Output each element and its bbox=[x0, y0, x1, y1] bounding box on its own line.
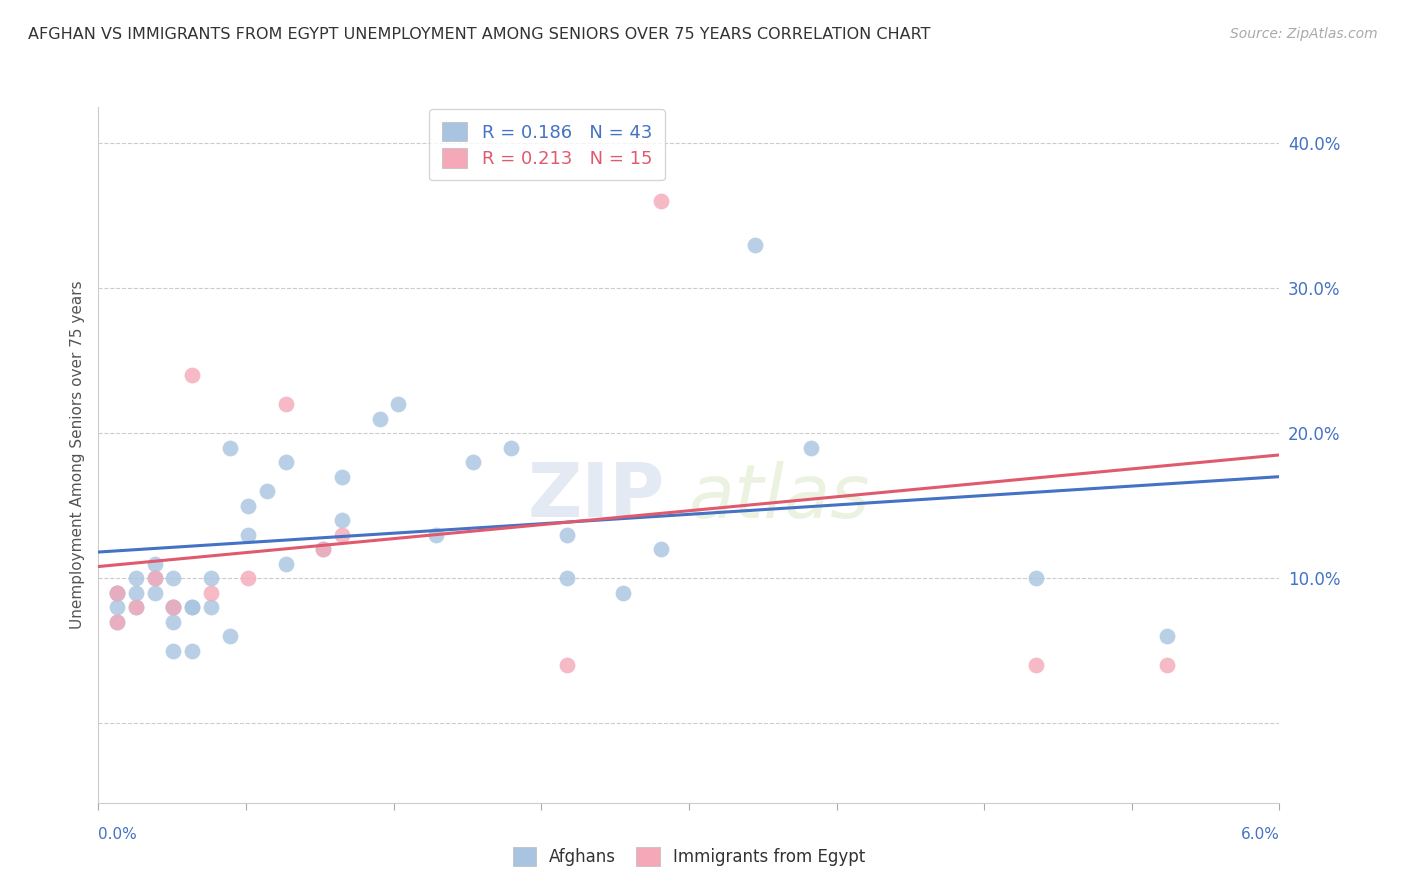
Point bbox=[274, 557, 297, 571]
Point bbox=[162, 643, 184, 657]
Point bbox=[1025, 571, 1047, 585]
Point bbox=[218, 629, 240, 643]
Y-axis label: Unemployment Among Seniors over 75 years: Unemployment Among Seniors over 75 years bbox=[69, 281, 84, 629]
Point bbox=[143, 557, 166, 571]
Point bbox=[800, 441, 823, 455]
Point bbox=[143, 571, 166, 585]
Point bbox=[200, 571, 222, 585]
Point bbox=[1156, 658, 1178, 673]
Point bbox=[105, 615, 128, 629]
Point bbox=[274, 455, 297, 469]
Point bbox=[312, 542, 335, 557]
Text: Source: ZipAtlas.com: Source: ZipAtlas.com bbox=[1230, 27, 1378, 41]
Point bbox=[143, 585, 166, 599]
Point bbox=[200, 585, 222, 599]
Point bbox=[125, 600, 148, 615]
Legend: Afghans, Immigrants from Egypt: Afghans, Immigrants from Egypt bbox=[505, 839, 873, 874]
Point bbox=[274, 397, 297, 411]
Point bbox=[425, 527, 447, 541]
Point bbox=[555, 658, 578, 673]
Point bbox=[387, 397, 409, 411]
Text: atlas: atlas bbox=[689, 460, 870, 533]
Point bbox=[238, 527, 260, 541]
Text: 0.0%: 0.0% bbox=[98, 827, 138, 841]
Point bbox=[218, 441, 240, 455]
Point bbox=[181, 600, 204, 615]
Point bbox=[143, 571, 166, 585]
Point bbox=[162, 600, 184, 615]
Text: ZIP: ZIP bbox=[529, 460, 665, 533]
Point bbox=[650, 542, 672, 557]
Point bbox=[312, 542, 335, 557]
Point bbox=[330, 527, 353, 541]
Point bbox=[612, 585, 634, 599]
Point bbox=[1156, 629, 1178, 643]
Point bbox=[125, 571, 148, 585]
Point bbox=[238, 499, 260, 513]
Point bbox=[125, 600, 148, 615]
Point bbox=[256, 484, 278, 499]
Point bbox=[650, 194, 672, 209]
Point bbox=[330, 513, 353, 527]
Point bbox=[238, 571, 260, 585]
Point bbox=[125, 585, 148, 599]
Point bbox=[162, 571, 184, 585]
Point bbox=[105, 600, 128, 615]
Point bbox=[330, 469, 353, 483]
Point bbox=[105, 615, 128, 629]
Point bbox=[181, 368, 204, 383]
Text: 6.0%: 6.0% bbox=[1240, 827, 1279, 841]
Point bbox=[499, 441, 522, 455]
Point bbox=[555, 527, 578, 541]
Point bbox=[162, 600, 184, 615]
Point bbox=[181, 600, 204, 615]
Point bbox=[1025, 658, 1047, 673]
Point bbox=[463, 455, 485, 469]
Point bbox=[105, 585, 128, 599]
Point bbox=[181, 643, 204, 657]
Point bbox=[368, 411, 391, 425]
Point bbox=[162, 615, 184, 629]
Point bbox=[744, 237, 766, 252]
Text: AFGHAN VS IMMIGRANTS FROM EGYPT UNEMPLOYMENT AMONG SENIORS OVER 75 YEARS CORRELA: AFGHAN VS IMMIGRANTS FROM EGYPT UNEMPLOY… bbox=[28, 27, 931, 42]
Point bbox=[162, 600, 184, 615]
Point bbox=[105, 585, 128, 599]
Point bbox=[555, 571, 578, 585]
Point bbox=[105, 585, 128, 599]
Point bbox=[200, 600, 222, 615]
